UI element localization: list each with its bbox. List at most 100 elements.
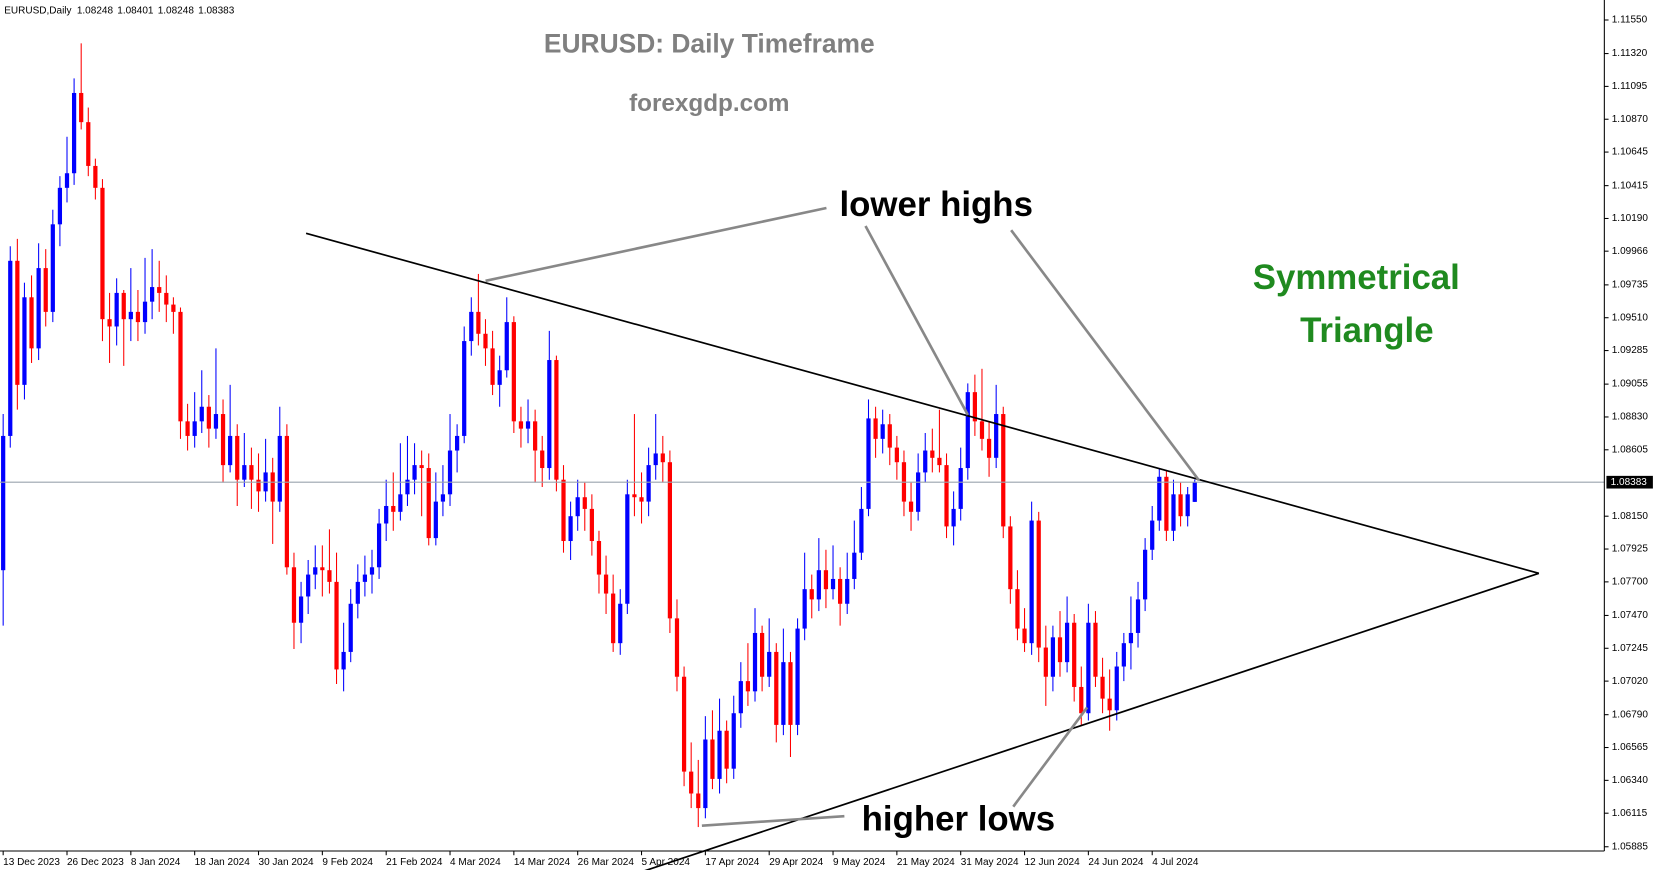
y-tick-label: 1.06790 <box>1612 709 1649 720</box>
y-tick-label: 1.07470 <box>1612 610 1649 621</box>
candle-body <box>1036 520 1041 648</box>
candle-body <box>298 596 304 623</box>
candle-body <box>1164 476 1169 531</box>
candle-body <box>1093 622 1098 677</box>
pointer-line <box>701 814 845 827</box>
y-tick-label: 1.09055 <box>1612 379 1649 390</box>
candle-body <box>1128 632 1134 644</box>
y-tick-label: 1.06115 <box>1612 808 1648 819</box>
candle-body <box>348 603 353 652</box>
candle-body <box>986 438 992 458</box>
candle-body <box>923 450 928 473</box>
candle-body <box>462 341 467 436</box>
y-tick-label: 1.06565 <box>1612 742 1649 753</box>
candle-body <box>504 322 509 371</box>
candle-body <box>185 421 190 436</box>
candle-body <box>937 457 942 466</box>
x-tick-label: 29 Apr 2024 <box>769 857 823 868</box>
candle-body <box>880 424 885 439</box>
candle-body <box>362 574 368 582</box>
candle-body <box>64 173 70 188</box>
candle-body <box>178 311 183 422</box>
chart-subtitle: forexgdp.com <box>629 90 789 117</box>
candle-body <box>1171 494 1176 531</box>
candle-body <box>114 292 119 327</box>
pointers <box>485 206 1201 827</box>
x-tick-label: 26 Mar 2024 <box>578 857 635 868</box>
candle-body <box>540 450 545 469</box>
candle-body <box>625 494 630 604</box>
y-tick-label: 1.07020 <box>1612 676 1649 687</box>
candle-body <box>1072 622 1077 687</box>
candle-body <box>759 632 765 677</box>
candle-body <box>50 224 55 312</box>
y-tick-label: 1.08150 <box>1612 511 1649 522</box>
candle-body <box>497 370 502 385</box>
candle-body <box>717 730 722 779</box>
y-tick-label: 1.09735 <box>1612 280 1649 291</box>
y-tick-label: 1.11550 <box>1612 15 1648 26</box>
candle-body <box>965 392 970 469</box>
candle-body <box>561 479 566 542</box>
candle-body <box>71 92 77 174</box>
candle-body <box>908 501 914 512</box>
x-tick-label: 8 Jan 2024 <box>131 857 181 868</box>
candle-body <box>525 421 531 429</box>
candle-body <box>57 187 63 225</box>
candle-body <box>972 392 977 422</box>
candle-body <box>100 187 105 320</box>
candle-body <box>603 574 609 594</box>
candle-body <box>632 494 637 498</box>
candle-body <box>696 793 701 809</box>
candle-body <box>355 581 360 604</box>
candle-body <box>653 453 658 466</box>
candle-body <box>547 360 552 469</box>
candle-body <box>1057 637 1063 663</box>
candle-body <box>320 567 325 571</box>
candle-body <box>447 450 453 495</box>
y-tick-label: 1.10190 <box>1612 213 1649 224</box>
candle-body <box>256 479 261 492</box>
candle-body <box>412 465 417 480</box>
x-tick-label: 26 Dec 2023 <box>67 857 124 868</box>
candle-body <box>1064 622 1070 663</box>
candle-body <box>135 311 141 323</box>
candle-body <box>660 453 665 463</box>
candle-body <box>15 260 20 385</box>
candle-body <box>171 304 176 312</box>
x-tick-label: 9 May 2024 <box>833 857 886 868</box>
candle-body <box>703 739 708 809</box>
candle-body <box>235 435 240 480</box>
candle-body <box>192 421 197 436</box>
y-tick-label: 1.11320 <box>1612 48 1648 59</box>
candle-body <box>894 447 899 463</box>
candle-body <box>391 505 396 512</box>
candle-body <box>554 360 559 480</box>
candle-body <box>36 268 41 349</box>
candle-body <box>1192 482 1197 502</box>
upper-trendline <box>305 232 1540 575</box>
candle-body <box>689 771 694 794</box>
candle-body <box>802 589 807 629</box>
x-tick-label: 14 Mar 2024 <box>514 857 571 868</box>
annotation: lower highs <box>839 185 1032 224</box>
candle-body <box>384 505 389 524</box>
header-high: 1.08401 <box>117 5 154 16</box>
candle-body <box>284 435 289 568</box>
x-tick-label: 5 Apr 2024 <box>642 857 691 868</box>
candle-body <box>866 418 871 509</box>
candle-body <box>930 450 935 458</box>
candle-body <box>398 494 403 512</box>
candle-body <box>476 311 481 334</box>
candle-body <box>533 421 538 451</box>
candle-body <box>469 311 474 342</box>
annotation: higher lows <box>862 800 1055 839</box>
candle-body <box>454 435 460 451</box>
candle-body <box>43 268 48 312</box>
y-tick-label: 1.07700 <box>1612 577 1649 588</box>
candle-body <box>206 406 211 429</box>
candle-body <box>490 348 495 385</box>
candle-body <box>1050 637 1056 677</box>
y-tick-label: 1.05885 <box>1612 841 1649 852</box>
y-tick-label: 1.08830 <box>1612 412 1649 423</box>
